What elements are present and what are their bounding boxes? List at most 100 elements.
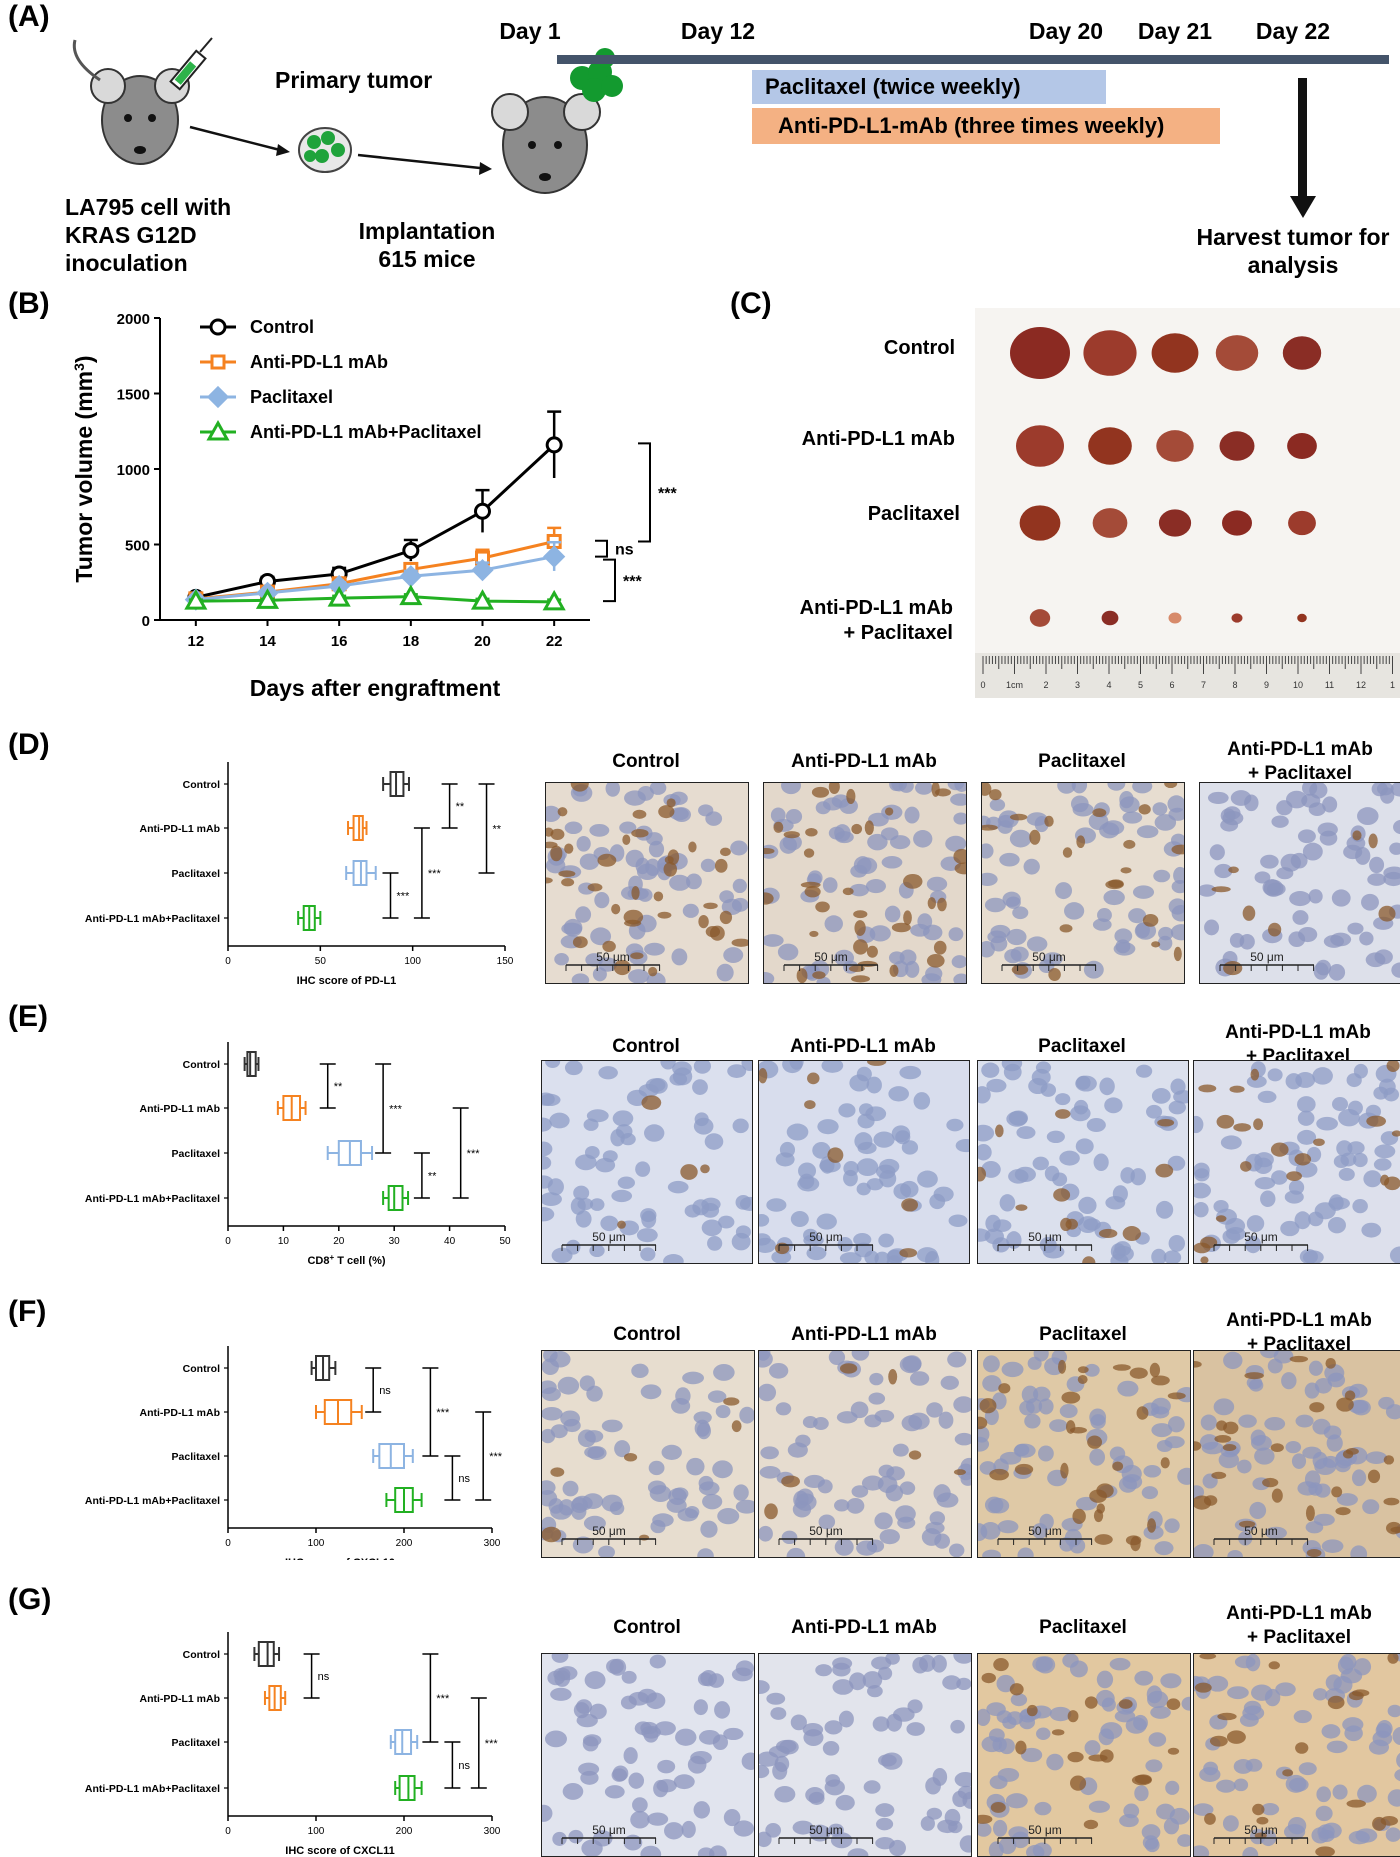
cell-nucleus: [1328, 964, 1346, 981]
cell-nucleus: [912, 1657, 928, 1674]
cell-nucleus: [1128, 908, 1147, 924]
cell-nucleus: [1005, 1793, 1028, 1809]
panel-e-box-plot: 0 10 20 30 40 50 CD8+ T cell (%) Control Anti-PD…: [85, 1042, 511, 1267]
cell-nucleus: [1016, 1126, 1036, 1140]
significance-bracket: [444, 1741, 461, 1789]
x-tick-label: 14: [259, 633, 276, 650]
cell-nucleus: [1260, 854, 1279, 869]
cell-nucleus: [1291, 1453, 1307, 1469]
cell-nucleus: [1019, 1400, 1035, 1416]
cell-nucleus: [920, 1816, 935, 1831]
cell-nucleus: [901, 1415, 923, 1432]
stained-cell: [1268, 922, 1282, 937]
cell-nucleus: [1134, 1670, 1154, 1686]
scale-bar-label: 50 μm: [596, 950, 630, 964]
cell-nucleus: [759, 1213, 770, 1227]
cell-nucleus: [1038, 1445, 1054, 1462]
cell-nucleus: [1064, 902, 1085, 920]
x-tick-label: 18: [402, 633, 419, 650]
scale-bar-label: 50 μm: [809, 1524, 843, 1538]
cell-nucleus: [551, 1247, 573, 1263]
cell-nucleus: [1254, 1177, 1276, 1190]
stained-cell: [680, 1164, 698, 1180]
micrograph-header: Anti-PD-L1 mAb: [790, 1036, 936, 1057]
cell-nucleus: [584, 1446, 605, 1459]
cell-nucleus: [702, 1493, 723, 1510]
stained-cell: [731, 938, 748, 947]
cell-nucleus: [790, 1211, 809, 1227]
stained-cell: [632, 809, 647, 819]
panel-label-d: (D): [8, 728, 50, 761]
x-tick-label: 300: [484, 1826, 501, 1837]
stained-cell: [1059, 924, 1073, 933]
stained-cell: [1378, 905, 1396, 922]
cell-nucleus: [803, 1474, 825, 1489]
cell-nucleus: [713, 1364, 735, 1381]
cell-nucleus: [1314, 1457, 1337, 1476]
significance-label: **: [493, 824, 502, 836]
cell-nucleus: [1374, 1144, 1396, 1159]
cell-nucleus: [1389, 842, 1400, 855]
cell-nucleus: [1385, 1827, 1400, 1842]
cell-nucleus: [1006, 928, 1027, 946]
stained-cell: [557, 807, 568, 817]
stained-cell: [1160, 1457, 1170, 1469]
cell-nucleus: [1281, 1372, 1297, 1390]
cell-nucleus: [862, 1671, 883, 1689]
cell-nucleus: [1352, 1152, 1368, 1168]
cell-nucleus: [632, 1797, 648, 1813]
cell-nucleus: [764, 934, 784, 947]
stained-cell: [1252, 1803, 1265, 1816]
cell-nucleus: [623, 1834, 643, 1851]
cell-nucleus: [1084, 1363, 1100, 1377]
cell-nucleus: [601, 1419, 623, 1433]
tumor-specimen: [1222, 510, 1252, 536]
cell-nucleus: [868, 812, 889, 827]
stained-cell: [1060, 1462, 1069, 1479]
cell-nucleus: [1233, 1778, 1249, 1792]
tumor-specimen: [1288, 510, 1316, 536]
micrograph-header: Control: [613, 1324, 681, 1345]
cell-nucleus: [582, 1493, 604, 1510]
stained-cell: [631, 885, 640, 900]
cell-nucleus: [1295, 1414, 1314, 1428]
cell-nucleus: [997, 820, 1013, 834]
stained-cell: [1171, 844, 1184, 855]
photo-row-combination: Anti-PD-L1 mAb + Paclitaxel: [799, 597, 953, 644]
ruler-number: 0: [980, 680, 985, 690]
cell-nucleus: [557, 1376, 580, 1395]
cell-nucleus: [1351, 1469, 1367, 1487]
significance-bracket: [413, 827, 430, 919]
cell-nucleus: [1216, 1779, 1236, 1793]
cell-nucleus: [1093, 1153, 1109, 1172]
cell-nucleus: [866, 1178, 884, 1191]
stained-cell: [1164, 783, 1178, 789]
cell-nucleus: [759, 1351, 773, 1368]
cell-nucleus: [777, 943, 799, 961]
cell-nucleus: [956, 1677, 971, 1691]
cell-nucleus: [1227, 1549, 1243, 1557]
cell-nucleus: [1246, 1376, 1263, 1390]
cell-nucleus: [620, 1695, 637, 1710]
tumor-specimen: [1219, 431, 1255, 461]
significance-bracket: [413, 1152, 430, 1199]
stained-cell: [982, 783, 992, 796]
cell-nucleus: [978, 1144, 992, 1161]
cell-nucleus: [552, 1831, 567, 1846]
cell-nucleus: [1160, 1673, 1182, 1689]
stained-cell: [1067, 1751, 1084, 1763]
cell-nucleus: [545, 1061, 561, 1068]
ihc-micrograph: 50 μm: [545, 782, 749, 984]
cell-nucleus: [876, 1817, 894, 1831]
stained-cell: [1198, 1084, 1217, 1093]
cell-nucleus: [583, 1515, 606, 1531]
scale-bar-label: 50 μm: [592, 1524, 626, 1538]
cell-nucleus: [1177, 1467, 1190, 1485]
timeline-day-22: Day 22: [1255, 18, 1331, 44]
cell-nucleus: [981, 1161, 1001, 1178]
stained-cell: [839, 1363, 858, 1374]
box-1: [263, 1685, 287, 1711]
cell-nucleus: [1302, 842, 1323, 861]
cell-nucleus: [1327, 1217, 1346, 1234]
ruler-number: 4: [1106, 680, 1111, 690]
